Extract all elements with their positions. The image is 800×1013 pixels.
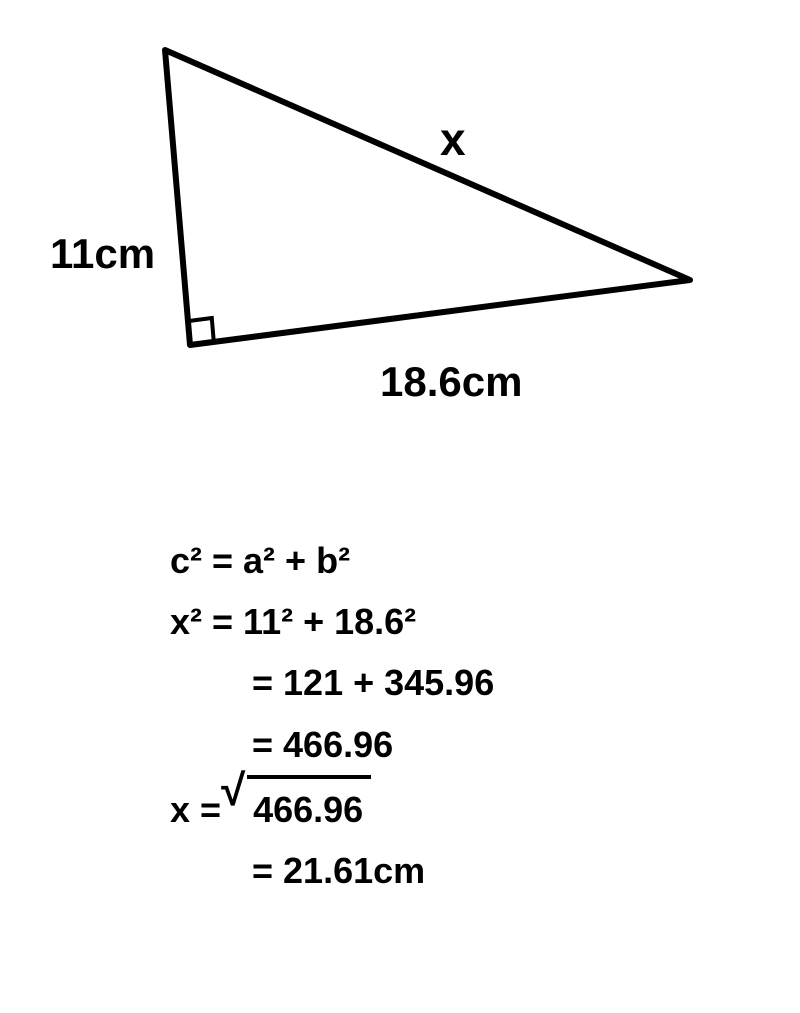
step-answer: = 21.61cm	[252, 840, 494, 901]
radical-sign: √	[221, 769, 245, 813]
step-squares: = 121 + 345.96	[252, 652, 494, 713]
step-sum: = 466.96	[252, 714, 494, 775]
label-left-side: 11cm	[50, 230, 155, 278]
label-bottom-side: 18.6cm	[380, 358, 522, 406]
radical: √ 466.96	[231, 775, 371, 840]
triangle	[165, 50, 690, 345]
step-formula: c² = a² + b²	[170, 530, 494, 591]
step-substitute: x² = 11² + 18.6²	[170, 591, 494, 652]
step-sqrt-prefix: x =	[170, 789, 221, 830]
worked-solution: c² = a² + b² x² = 11² + 18.6² = 121 + 34…	[170, 530, 494, 901]
step-sqrt: x = √ 466.96	[170, 775, 494, 840]
radicand: 466.96	[247, 775, 371, 840]
label-hypotenuse: x	[440, 112, 466, 166]
